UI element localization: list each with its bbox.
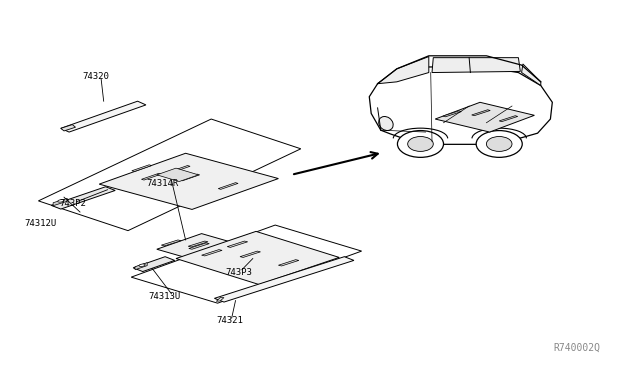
Polygon shape [443,111,461,117]
Polygon shape [216,298,224,301]
Polygon shape [170,166,190,172]
Polygon shape [133,257,175,272]
Polygon shape [157,168,198,182]
Polygon shape [214,257,354,302]
Polygon shape [435,102,534,132]
Polygon shape [135,263,147,270]
Polygon shape [227,241,248,247]
Polygon shape [180,174,200,181]
Text: 74320: 74320 [82,72,109,81]
Polygon shape [141,173,161,180]
Polygon shape [189,243,209,249]
Ellipse shape [58,200,64,202]
Text: 743P2: 743P2 [59,199,86,208]
Ellipse shape [139,264,145,266]
Polygon shape [188,241,208,247]
Text: 74314R: 74314R [146,179,178,187]
Text: 743P3: 743P3 [225,268,252,277]
Text: R740002Q: R740002Q [554,343,600,353]
Text: 74313U: 74313U [148,292,180,301]
Polygon shape [522,64,541,86]
Polygon shape [432,58,520,73]
Polygon shape [161,240,181,246]
Polygon shape [99,153,278,209]
Polygon shape [61,125,76,131]
Polygon shape [176,231,339,285]
Polygon shape [218,183,238,189]
Circle shape [476,131,522,157]
Polygon shape [51,187,115,209]
Polygon shape [217,247,237,253]
Circle shape [408,137,433,151]
Circle shape [397,131,444,157]
Circle shape [486,137,512,151]
Polygon shape [378,57,429,84]
Polygon shape [53,198,67,206]
Polygon shape [499,116,518,122]
Text: 74321: 74321 [216,316,243,325]
Polygon shape [240,251,260,257]
Polygon shape [369,67,552,144]
Ellipse shape [379,116,393,131]
Polygon shape [472,110,490,116]
Polygon shape [157,234,250,263]
Polygon shape [61,101,146,132]
Polygon shape [202,250,222,256]
Polygon shape [132,165,152,171]
Text: 74312U: 74312U [24,219,56,228]
Polygon shape [278,260,299,266]
